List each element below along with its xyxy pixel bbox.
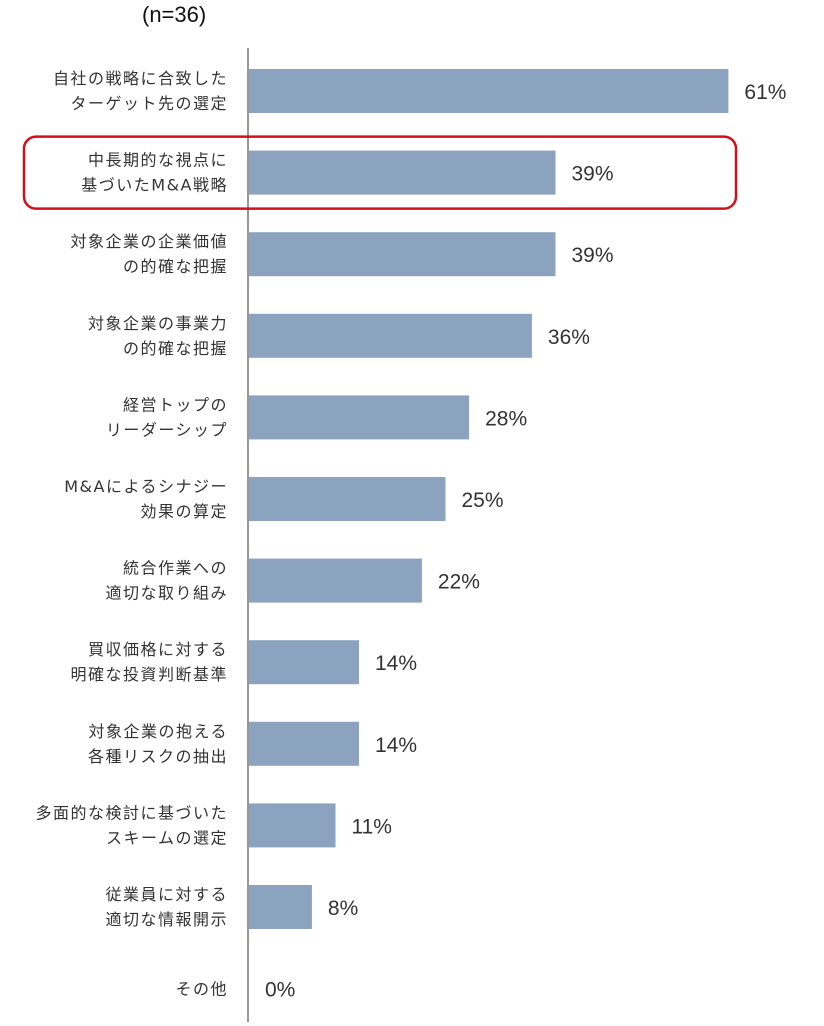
category-label-3-line-2: の的確な把握 [123,257,228,276]
value-label-7: 22% [438,571,480,594]
bar-7 [249,558,422,603]
bar-4 [249,313,532,358]
category-label-5-line-2: リーダーシップ [106,420,228,439]
category-label-12-line-1: その他 [175,980,228,999]
bar-8 [249,640,359,685]
category-label-3-line-1: 対象企業の企業価値 [70,232,228,251]
bar-2 [249,150,556,195]
category-label-11-line-1: 従業員に対する [105,885,228,904]
value-label-5: 28% [485,407,527,430]
category-label-2-line-2: 基づいたM&A戦略 [81,176,228,195]
value-label-10: 11% [352,815,392,838]
bar-6 [249,477,446,521]
category-label-8-line-2: 明確な投資判断基準 [70,665,228,684]
bar-1 [249,69,729,113]
category-label-8-line-1: 買収価格に対する [88,640,228,659]
value-label-1: 61% [744,81,786,104]
value-label-8: 14% [375,652,417,675]
category-label-10-line-1: 多面的な検討に基づいた [35,803,228,822]
category-label-4-line-1: 対象企業の事業力 [88,314,228,333]
category-label-9-line-2: 各種リスクの抽出 [88,747,228,766]
category-label-9-line-1: 対象企業の抱える [88,722,228,741]
category-label-1-line-2: ターゲット先の選定 [70,94,228,113]
category-label-6-line-1: M&Aによるシナジー [64,477,228,496]
category-label-2-line-1: 中長期的な視点に [88,151,228,170]
bar-11 [249,885,312,929]
highlight-box [22,135,738,210]
category-label-10-line-2: スキームの選定 [106,828,228,847]
value-label-3: 39% [572,244,614,267]
category-label-4-line-2: の的確な把握 [123,339,228,358]
sample-size-label: (n=36) [142,2,206,27]
category-label-1-line-1: 自社の戦略に合致した [53,69,228,88]
value-label-12: 0% [265,979,295,1002]
value-label-2: 39% [572,163,614,186]
category-label-5-line-1: 経営トップの [123,395,228,414]
category-label-7-line-2: 適切な取り組み [105,584,228,603]
value-label-9: 14% [375,734,417,757]
category-label-11-line-2: 適切な情報開示 [105,910,228,929]
bar-3 [249,232,556,277]
value-label-4: 36% [548,326,590,349]
bar-5 [249,395,470,440]
category-label-6-line-2: 効果の算定 [140,502,228,521]
value-label-11: 8% [328,897,358,920]
category-label-7-line-1: 統合作業への [123,559,228,578]
bar-9 [249,721,359,766]
value-label-6: 25% [462,489,504,512]
bar-10 [249,803,336,848]
